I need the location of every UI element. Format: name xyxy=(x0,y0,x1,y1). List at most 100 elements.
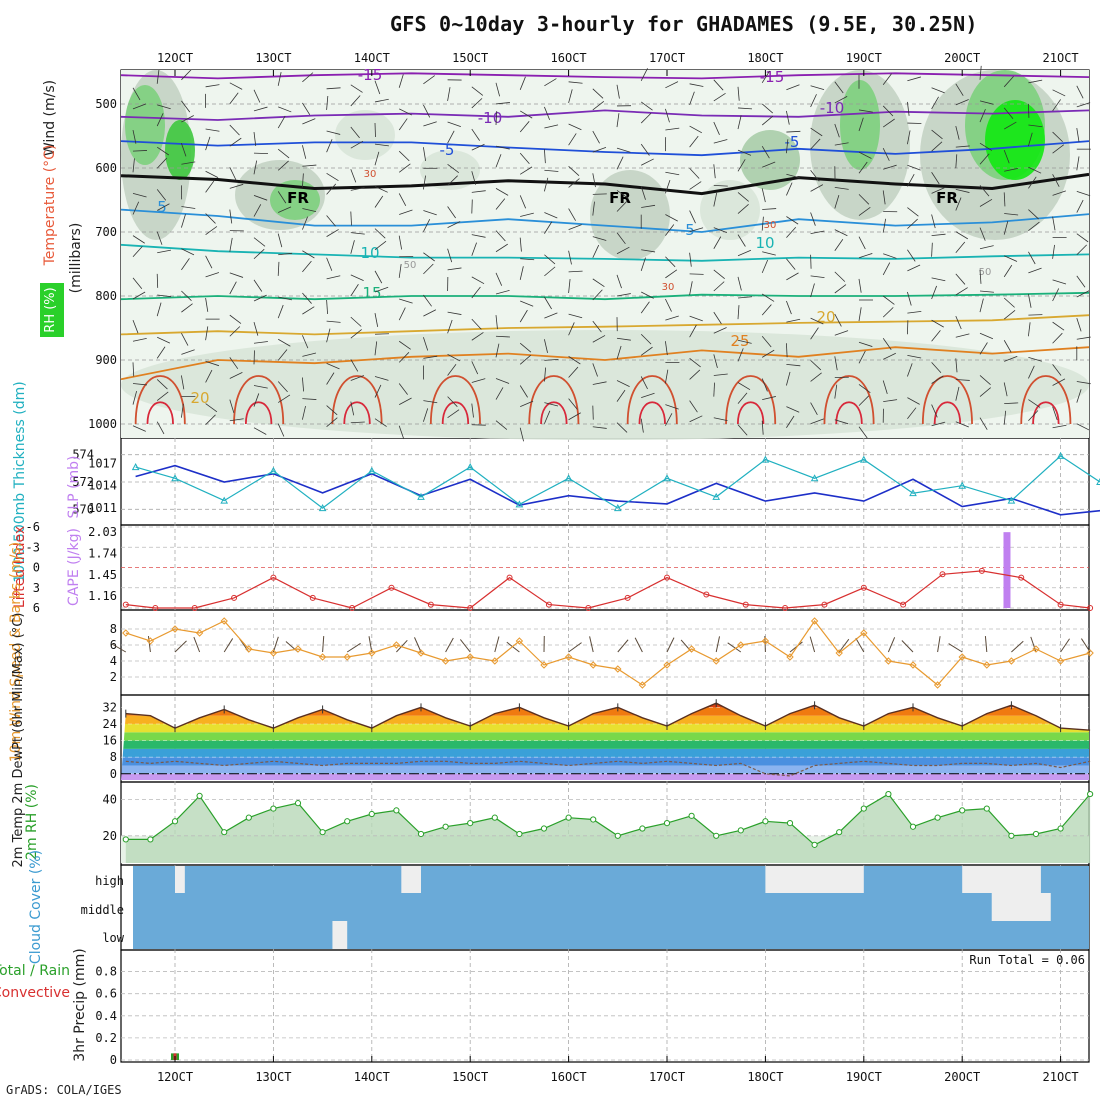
wind-barb xyxy=(858,350,866,364)
wind-barb xyxy=(1004,355,1018,362)
wind10-barb xyxy=(445,637,454,653)
rh-shade xyxy=(590,170,670,260)
rh-shade xyxy=(840,80,880,170)
ylabel-thickness: 1000-500mb Thickness (dm) xyxy=(12,381,28,582)
wind-barb xyxy=(834,95,848,104)
x-tick-bottom: 20OCT xyxy=(944,1070,980,1084)
wind-barb xyxy=(302,250,315,259)
wind-barb xyxy=(882,262,891,276)
wind10-barb xyxy=(937,636,941,653)
wind-barb xyxy=(495,272,503,286)
wind-barb xyxy=(423,147,426,162)
wind-barb xyxy=(229,399,235,414)
wind-barb xyxy=(374,151,380,166)
wind-barb xyxy=(519,110,533,119)
wind-barb xyxy=(398,193,407,206)
wind10-point xyxy=(909,661,917,669)
wind-barb xyxy=(761,188,766,203)
wind-barb xyxy=(907,218,918,229)
x-tick-top: 20OCT xyxy=(944,51,980,65)
wind-barb xyxy=(737,149,752,156)
wind-barb xyxy=(1003,410,1007,425)
wind-barb xyxy=(689,415,703,423)
ylabel-rh: RH (%) xyxy=(43,287,58,332)
li-tick: -3 xyxy=(26,540,40,554)
wind-barb xyxy=(689,281,693,296)
temp-tick: 8 xyxy=(110,750,117,764)
temp-band xyxy=(121,703,1089,708)
wind-tick: 4 xyxy=(110,654,117,668)
wind10-barb xyxy=(984,636,988,653)
wind-barb xyxy=(665,256,676,268)
wind-barb xyxy=(786,272,799,281)
wind-barb xyxy=(350,375,365,381)
wind-barb xyxy=(640,257,646,272)
rh-point xyxy=(467,819,474,827)
wind-barb xyxy=(544,358,559,361)
wind-barb xyxy=(447,267,462,271)
wind-barb xyxy=(277,381,288,393)
contour-label: FR xyxy=(287,189,309,207)
rh-shade xyxy=(420,150,480,190)
wind-barb xyxy=(398,163,411,173)
wind-barb xyxy=(447,221,461,228)
wind-barb xyxy=(955,189,970,193)
wind-barb xyxy=(786,173,801,179)
wind-barb xyxy=(592,381,607,385)
chart-title: GFS 0~10day 3-hourly for GHADAMES (9.5E,… xyxy=(390,12,978,36)
wind-barb xyxy=(156,421,165,435)
wind-barb xyxy=(544,106,551,121)
wind10-barb xyxy=(727,642,742,653)
wind10-point xyxy=(220,617,228,625)
wind-barb xyxy=(302,164,317,167)
wind-barb xyxy=(834,284,847,294)
isotherm-30-bump xyxy=(331,375,383,425)
wind-barb xyxy=(1052,364,1062,376)
wind-barb xyxy=(689,210,696,224)
wind-barb xyxy=(544,312,558,319)
wind-barb xyxy=(810,212,816,226)
slp-point xyxy=(417,492,425,500)
isotherm-35-bump xyxy=(736,401,765,425)
lifted-index-point xyxy=(664,574,670,581)
wind-barb xyxy=(931,404,938,418)
isotherm-5 xyxy=(120,208,1090,233)
wind-barb xyxy=(398,74,404,88)
wind-barb xyxy=(1052,99,1061,112)
isotherm-20 xyxy=(120,314,1090,336)
wind-barb xyxy=(1052,378,1066,386)
lifted-index-point xyxy=(939,571,946,578)
wind-barb xyxy=(762,251,776,256)
wind-barb xyxy=(423,294,432,307)
lifted-index-point xyxy=(978,567,985,574)
wind-barb xyxy=(278,206,292,213)
wind-barb xyxy=(447,311,462,315)
wind-barb xyxy=(786,406,800,413)
wind-barb xyxy=(762,161,776,168)
wind-barb xyxy=(761,349,775,358)
wind-barb xyxy=(156,302,162,317)
wind-barb xyxy=(156,157,168,169)
wind-barb xyxy=(132,235,145,244)
wind10-barb xyxy=(634,637,643,653)
wind-barb xyxy=(665,214,678,222)
wind-barb xyxy=(471,190,486,193)
wind-barb xyxy=(689,324,697,338)
wind-barb xyxy=(156,346,166,359)
contour-label: 30 xyxy=(662,282,675,293)
wind10-point xyxy=(343,653,351,661)
temp-band xyxy=(121,715,1089,724)
wind-barb xyxy=(568,322,575,336)
temp-tick: 16 xyxy=(103,734,117,748)
contour-label: 10 xyxy=(755,234,774,252)
slp-tick: 1011 xyxy=(88,501,117,515)
wind-barb xyxy=(882,380,888,394)
rh-point xyxy=(147,836,154,843)
wind-barb xyxy=(737,159,746,172)
contour-label: 50 xyxy=(979,267,992,278)
wind-barb xyxy=(181,143,187,157)
contour-label: -5 xyxy=(440,141,455,159)
wind-barb xyxy=(447,130,455,144)
wind-barb xyxy=(568,366,579,378)
